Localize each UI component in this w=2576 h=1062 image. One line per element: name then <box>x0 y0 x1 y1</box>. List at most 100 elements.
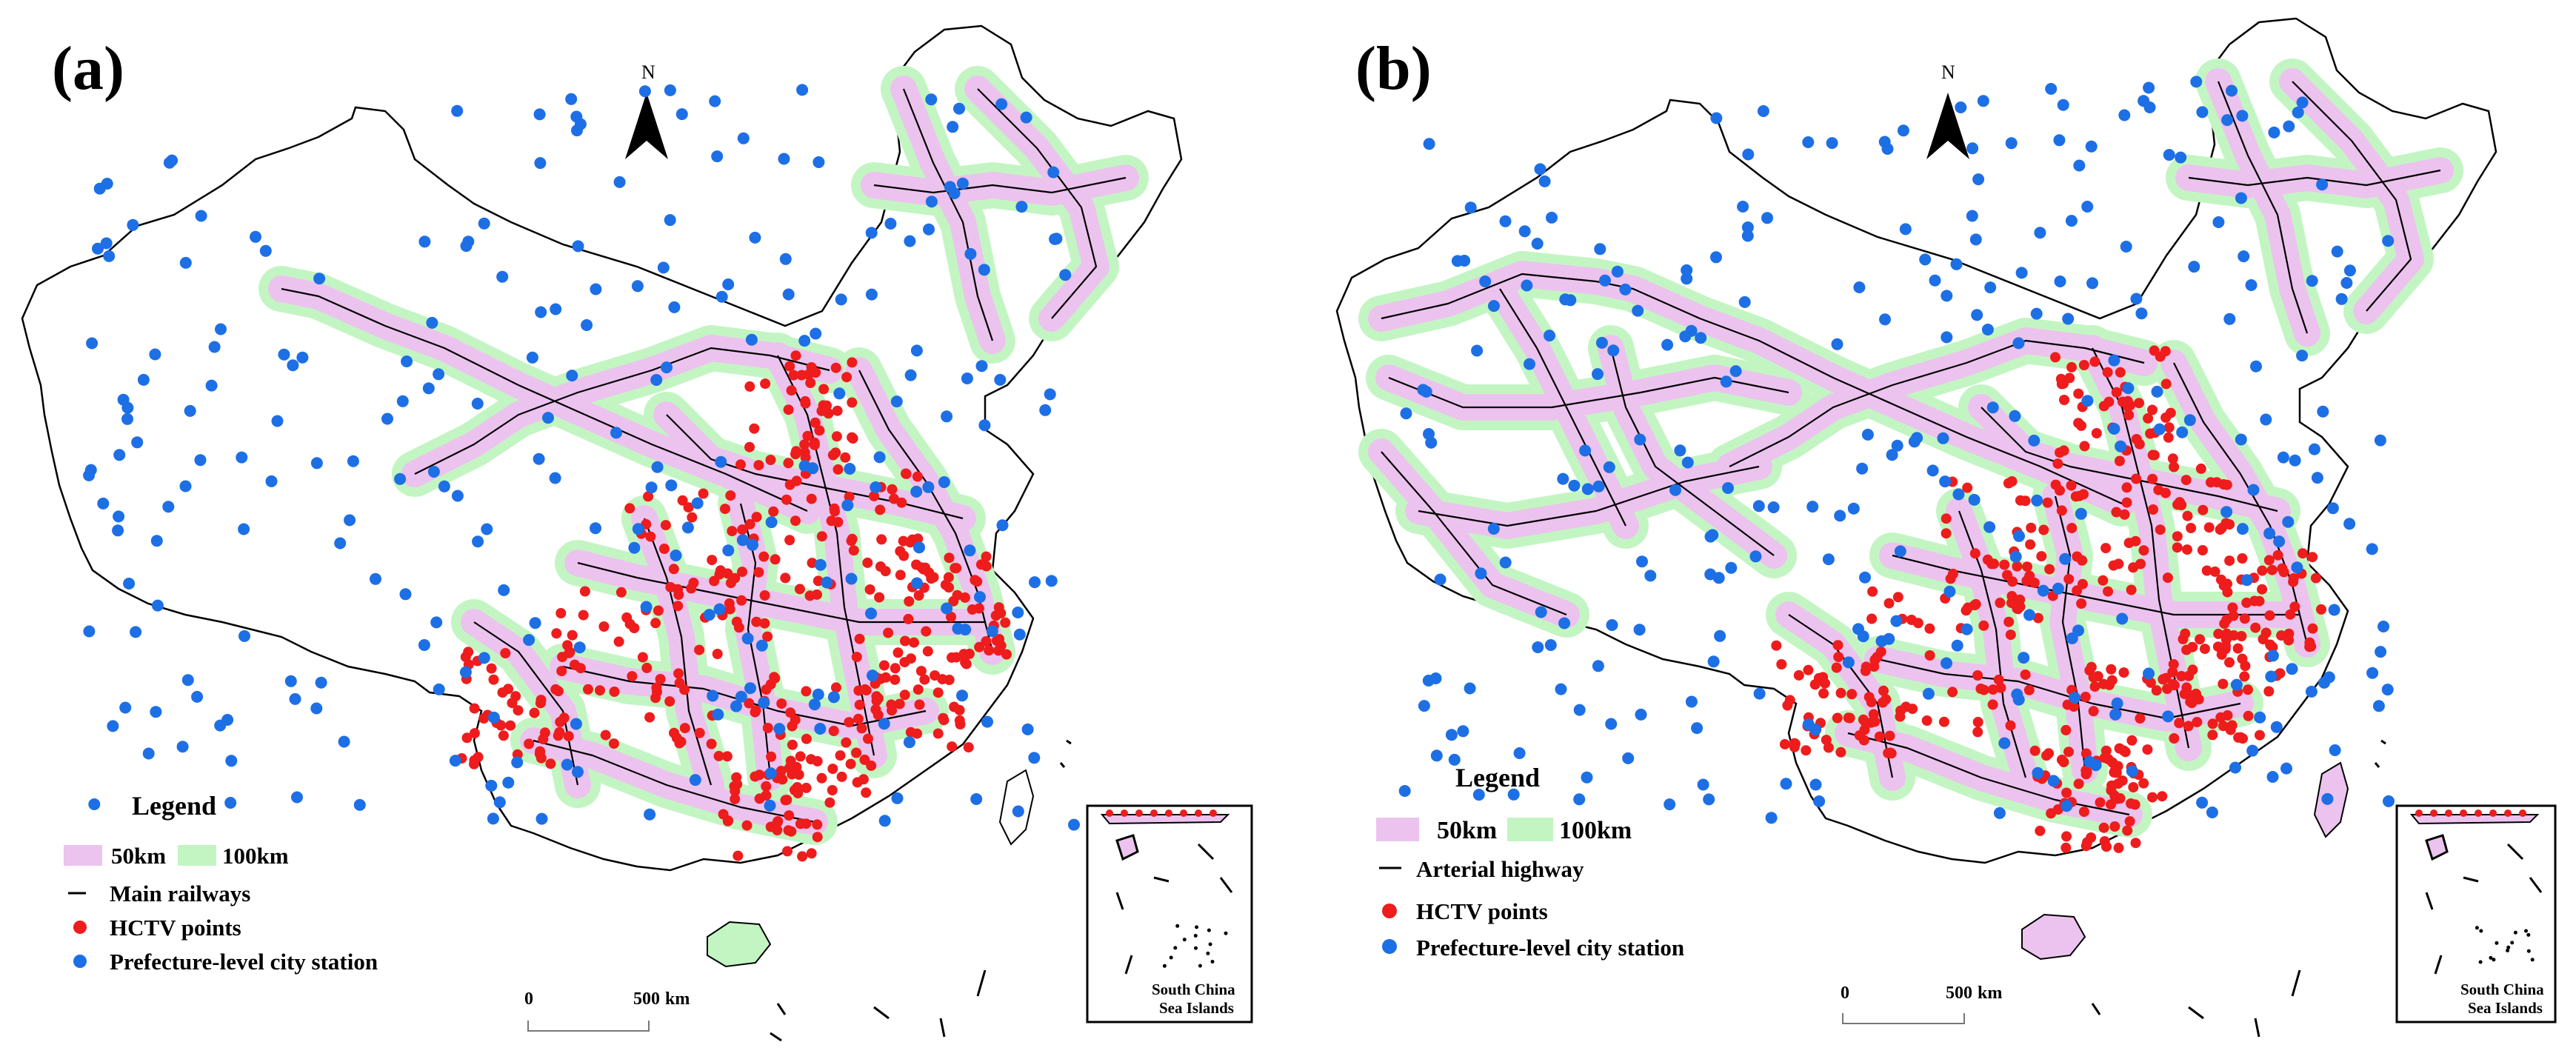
city-station-point <box>265 475 278 487</box>
hctv-point <box>2264 610 2275 621</box>
city-station-point <box>2138 95 2150 107</box>
city-station-point <box>890 395 903 408</box>
scale-unit: km <box>665 989 690 1009</box>
hctv-point <box>852 713 864 724</box>
hctv-point <box>959 592 970 603</box>
inset-islet <box>1208 942 1212 946</box>
city-station-point <box>730 700 742 712</box>
city-station-point <box>670 550 682 561</box>
hctv-point <box>2078 360 2089 370</box>
city-station-point <box>1859 571 1871 584</box>
hctv-point <box>851 652 862 663</box>
inset-hainan <box>1115 834 1139 861</box>
city-station-point <box>278 348 290 361</box>
city-station-point <box>1966 210 1978 222</box>
hctv-point <box>613 636 624 647</box>
hctv-point <box>921 626 932 637</box>
inset-islet <box>2492 958 2496 962</box>
hctv-point <box>2272 550 2283 561</box>
city-station-point <box>291 791 303 804</box>
city-station-point <box>485 779 498 792</box>
city-station-point <box>394 472 407 485</box>
hctv-point <box>2113 842 2124 853</box>
inset-islet <box>1194 946 1198 950</box>
hctv-point <box>2174 718 2185 729</box>
city-station-point <box>1538 175 1551 187</box>
hctv-point <box>1975 684 1986 694</box>
city-station-point <box>2081 201 2094 213</box>
hctv-point <box>1883 747 1894 758</box>
inset-islet <box>1173 946 1178 950</box>
hctv-point <box>2218 678 2229 689</box>
north-arrow-icon <box>1926 93 1969 159</box>
hctv-point <box>2015 601 2026 612</box>
hctv-point <box>609 687 620 697</box>
hctv-point <box>984 645 995 656</box>
hctv-point <box>679 723 690 734</box>
city-station-point <box>814 558 827 571</box>
hctv-point <box>2215 712 2226 723</box>
hctv-point <box>1831 662 1842 673</box>
city-station-point <box>814 723 827 735</box>
hctv-point <box>810 417 821 428</box>
city-station-point <box>2083 755 2096 768</box>
hctv-point <box>806 848 817 859</box>
hctv-point <box>783 458 794 469</box>
city-station-point <box>2226 84 2238 97</box>
city-station-point <box>941 602 953 615</box>
hctv-point <box>2278 567 2289 578</box>
city-station-point <box>113 449 126 461</box>
city-station-point <box>1966 142 1979 155</box>
city-station-point <box>1611 265 1624 278</box>
city-station-point <box>2266 771 2279 783</box>
hctv-point <box>770 672 781 684</box>
city-station-point <box>86 337 99 350</box>
hctv-point <box>652 687 662 698</box>
network-line <box>281 287 808 512</box>
hctv-point <box>848 545 859 556</box>
hctv-point <box>2103 586 2113 597</box>
city-station-point <box>131 436 144 449</box>
city-station-point <box>1681 456 1694 469</box>
hctv-point <box>460 652 471 663</box>
hctv-point <box>944 582 955 593</box>
hctv-point <box>1835 747 1846 758</box>
city-station-point <box>1573 704 1586 716</box>
city-station-point <box>1581 483 1594 495</box>
hctv-point <box>836 771 847 782</box>
city-station-point <box>645 481 658 494</box>
inset-point <box>1121 809 1128 817</box>
hctv-point <box>973 603 984 614</box>
hctv-point <box>761 684 772 695</box>
hctv-point <box>2025 539 2036 550</box>
city-station-point <box>1955 101 1967 113</box>
legend-label-blue: Prefecture-level city station <box>1416 935 1684 961</box>
hctv-point <box>758 551 770 562</box>
city-station-point <box>1592 368 1604 381</box>
city-station-point <box>938 476 950 488</box>
north-arrow-icon <box>625 93 668 159</box>
inset-islet <box>2510 941 2515 945</box>
hctv-point <box>2134 438 2145 450</box>
city-station-point <box>1479 275 1492 287</box>
city-station-point <box>550 303 562 315</box>
city-station-point <box>878 718 890 730</box>
hctv-point <box>2088 672 2099 683</box>
hctv-point <box>875 504 886 515</box>
hctv-point <box>801 818 812 829</box>
map-body <box>21 24 1183 1042</box>
inset-label-line2: Sea Islands <box>2468 999 2543 1017</box>
hctv-point <box>1818 688 1829 699</box>
hctv-point <box>694 644 705 655</box>
city-station-point <box>103 250 116 262</box>
hctv-point <box>1878 685 1889 696</box>
city-station-point <box>2059 552 2072 565</box>
inset-point <box>1195 809 1202 817</box>
hctv-point <box>608 738 619 749</box>
hctv-point <box>2249 595 2260 607</box>
hctv-point <box>668 564 679 575</box>
city-station-point <box>1464 201 1477 214</box>
hctv-point <box>823 408 834 419</box>
hctv-point <box>875 561 886 572</box>
hctv-point <box>2228 630 2239 641</box>
